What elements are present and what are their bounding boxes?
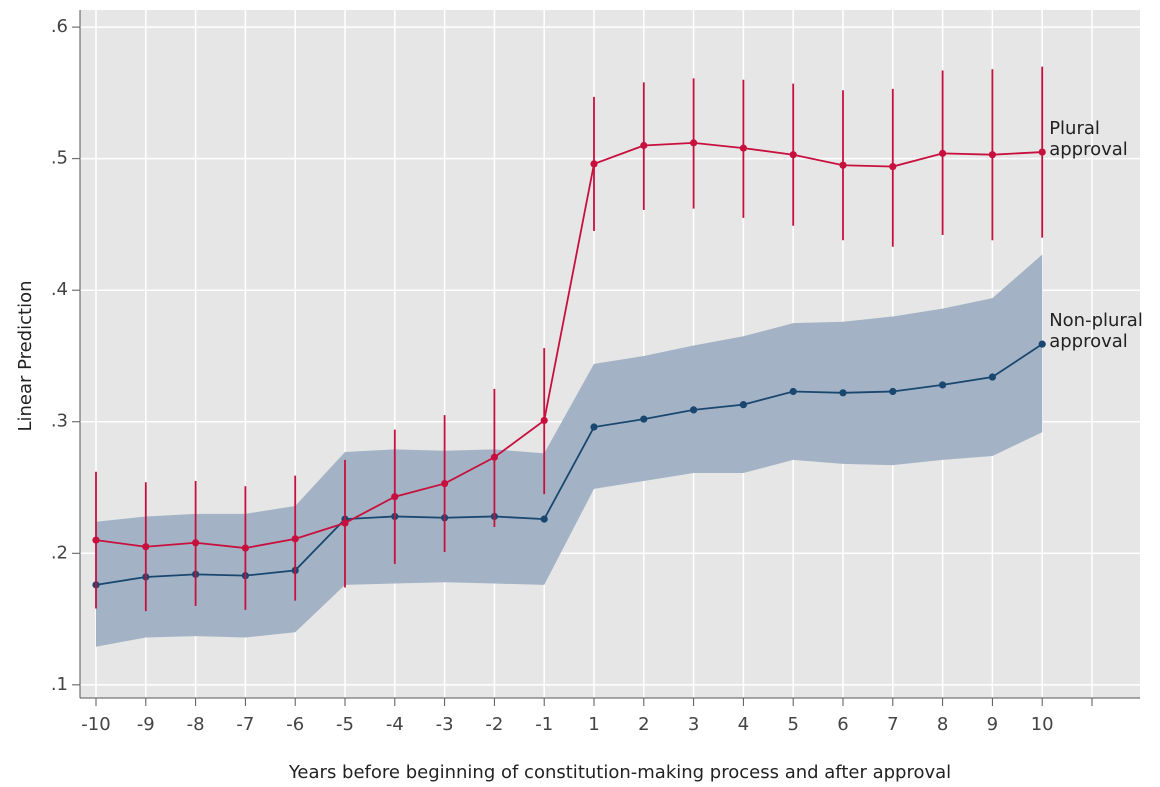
point [789,387,797,396]
point [391,493,399,501]
point [988,151,997,159]
point [92,536,100,544]
series-label: Non-plural approval [1049,310,1143,353]
point [1038,148,1046,156]
point [939,149,947,157]
point [839,389,847,397]
x-tick-label: -7 [236,714,254,735]
point [590,160,598,168]
point [739,144,748,152]
x-tick-label: -6 [286,714,304,735]
point [939,381,947,389]
point [490,453,498,461]
x-tick-label: 7 [887,714,898,735]
x-tick-label: 8 [937,714,948,735]
y-tick-label: .3 [51,411,68,432]
point [1038,340,1046,348]
point [690,406,698,414]
point [590,423,598,431]
series-line [95,141,1043,549]
x-tick-label: 5 [787,714,798,735]
x-tick-label: -4 [386,714,404,735]
x-tick-label: -5 [336,714,354,735]
point [341,519,349,527]
x-tick-label: 3 [688,714,699,735]
x-tick-label: -10 [81,714,110,735]
x-tick-label: 6 [837,714,848,735]
point [640,415,648,423]
point [192,539,200,547]
point [441,479,449,488]
point [540,515,548,523]
series-label: Plural approval [1049,118,1128,161]
x-tick-label: 4 [738,714,749,735]
y-tick-label: .5 [51,148,68,169]
point [889,387,897,396]
point [988,373,997,381]
y-tick-label: .6 [51,16,68,37]
point [690,139,698,147]
point [540,416,548,425]
series-line [95,343,1043,586]
y-axis-label: Linear Prediction [15,280,36,431]
x-tick-label: 2 [638,714,649,735]
x-tick-label: 10 [1031,714,1054,735]
x-tick-label: -3 [436,714,454,735]
x-tick-label: -1 [535,714,553,735]
point [739,401,748,409]
point [789,151,797,159]
point [241,544,249,552]
y-tick-label: .1 [51,674,68,695]
point [640,141,648,150]
x-tick-label: -9 [137,714,155,735]
confidence-band [96,254,1043,647]
y-tick-label: .4 [51,279,68,300]
y-tick-label: .2 [51,542,68,563]
point [839,161,847,169]
x-tick-label: 9 [987,714,998,735]
x-tick-label: -2 [485,714,503,735]
point [889,162,897,171]
x-tick-label: 1 [588,714,599,735]
point [142,543,150,551]
point [291,535,299,543]
x-tick-label: -8 [187,714,205,735]
x-axis-label: Years before beginning of constitution-m… [288,762,951,783]
